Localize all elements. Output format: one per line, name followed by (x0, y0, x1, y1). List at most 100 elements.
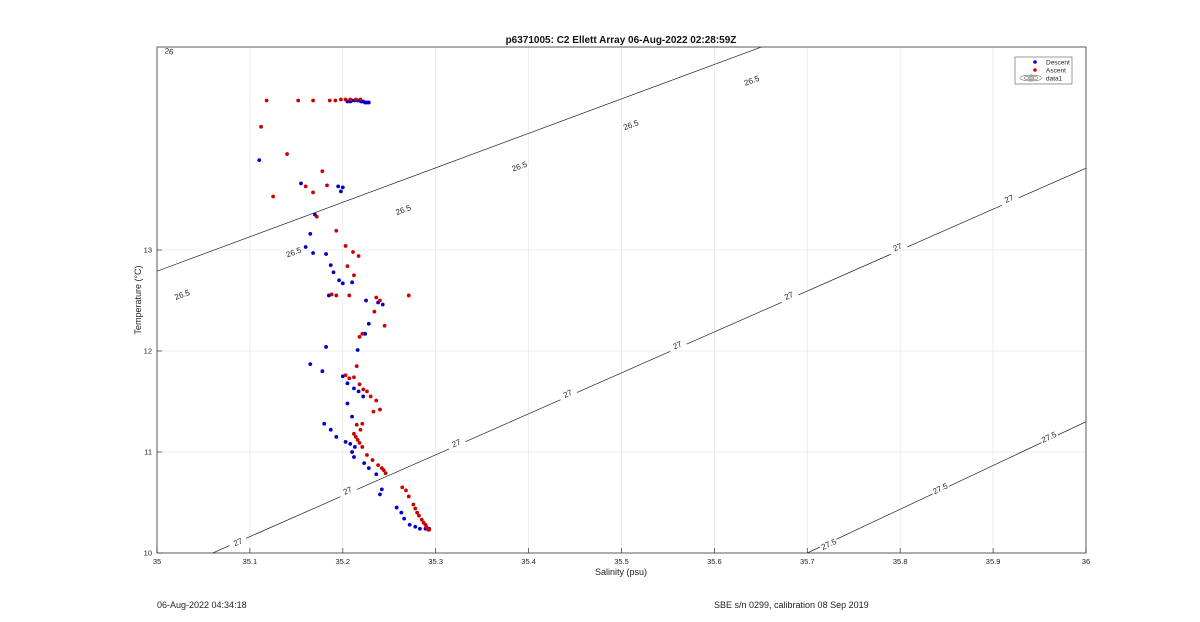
point-descent (363, 331, 367, 336)
contour-label-bg (818, 536, 839, 552)
point-descent (366, 100, 371, 105)
x-axis-ticks: 35 35.1 35.2 35.3 35.4 35.5 35.6 35.7 35.8 35.9 36 (153, 548, 1090, 566)
point-ascent (358, 97, 363, 102)
point-descent (340, 185, 345, 190)
contour-line (157, 47, 763, 272)
point-descent (324, 252, 328, 256)
point-ascent (351, 250, 355, 254)
point-descent (331, 270, 336, 275)
point-descent (350, 280, 354, 285)
y-tick-label: 10 (144, 549, 152, 558)
point-ascent (417, 513, 421, 518)
point-ascent (343, 373, 348, 378)
point-descent (399, 510, 404, 515)
point-ascent (370, 458, 375, 462)
contour-label-bg (887, 239, 908, 255)
legend-marker-ascent (1033, 68, 1037, 72)
x-tick-label: 35.9 (986, 557, 1001, 566)
y-axis-label: Temperature (°C) (133, 265, 143, 334)
contour-label-bg (227, 534, 248, 550)
x-tick-label: 35.4 (521, 557, 536, 566)
point-ascent (372, 309, 377, 314)
point-ascent (311, 190, 315, 195)
contour-label: 27 (1003, 193, 1015, 205)
point-descent (320, 369, 325, 374)
point-ascent (348, 97, 353, 102)
data-points (257, 97, 432, 532)
point-ascent (259, 124, 263, 129)
point-descent (350, 414, 354, 419)
y-tick-label: 11 (144, 448, 152, 457)
point-ascent (311, 98, 315, 103)
point-ascent (329, 292, 334, 297)
point-ascent (320, 169, 325, 174)
point-ascent (353, 434, 358, 439)
point-ascent (264, 98, 269, 103)
x-tick-label: 35.6 (707, 557, 722, 566)
point-ascent (406, 494, 411, 499)
x-tick-label: 35.5 (614, 557, 629, 566)
point-ascent (356, 254, 361, 258)
point-descent (328, 263, 333, 268)
point-ascent (355, 437, 360, 442)
contour-label-bg (620, 117, 641, 133)
point-descent (366, 466, 371, 471)
point-ascent (271, 194, 276, 199)
point-ascent (365, 453, 369, 457)
legend-label-ascent: Ascent (1046, 68, 1066, 75)
point-ascent (303, 184, 308, 189)
point-ascent (378, 407, 382, 412)
contour-label-bg (509, 158, 530, 174)
contour-label: 26 (164, 46, 175, 56)
point-descent (361, 394, 366, 399)
point-descent (328, 427, 333, 432)
grid-lines (157, 47, 1086, 553)
point-ascent (400, 485, 405, 490)
point-descent (352, 386, 356, 391)
point-ascent (383, 471, 388, 476)
point-ascent (334, 228, 339, 233)
point-descent (299, 181, 303, 186)
point-ascent (406, 293, 411, 298)
legend-label-descent: Descent (1046, 60, 1070, 67)
point-descent (394, 505, 399, 510)
point-ascent (381, 468, 386, 473)
y-tick-label: 12 (144, 347, 152, 356)
point-ascent (357, 382, 362, 387)
contour-label-bg (930, 480, 951, 497)
contour-label-bg (1038, 428, 1059, 445)
point-ascent (360, 331, 365, 336)
contour-label: 27 (232, 536, 244, 548)
point-descent (364, 298, 368, 303)
point-descent (308, 362, 313, 367)
x-tick-label: 35.1 (243, 557, 258, 566)
point-ascent (374, 295, 379, 300)
point-ascent (343, 244, 348, 248)
point-descent (308, 231, 313, 236)
legend-label-data1: data1 (1046, 76, 1063, 83)
point-descent (334, 434, 339, 439)
legend-marker-descent (1033, 60, 1037, 64)
y-axis-ticks: 10 11 12 13 (144, 246, 162, 558)
footer-calibration: SBE s/n 0299, calibration 08 Sep 2019 (714, 600, 869, 610)
point-descent (336, 184, 341, 189)
point-descent (402, 516, 407, 521)
point-ascent (343, 97, 348, 102)
point-ascent (371, 409, 376, 414)
contour-label-bg (667, 337, 688, 353)
point-ascent (360, 421, 365, 426)
point-ascent (339, 97, 343, 102)
point-ascent (325, 183, 329, 188)
contour-label-bg (446, 435, 467, 451)
point-descent (345, 381, 350, 386)
contour-label: 27 (342, 485, 354, 497)
point-ascent (296, 98, 301, 103)
point-ascent (411, 502, 416, 507)
contour-label-bg (741, 72, 762, 88)
point-descent (356, 389, 361, 394)
contour-line (212, 167, 1086, 553)
point-descent (324, 345, 328, 349)
contour-label: 27 (562, 388, 574, 400)
x-tick-label: 35.3 (428, 557, 443, 566)
point-descent (418, 526, 422, 531)
